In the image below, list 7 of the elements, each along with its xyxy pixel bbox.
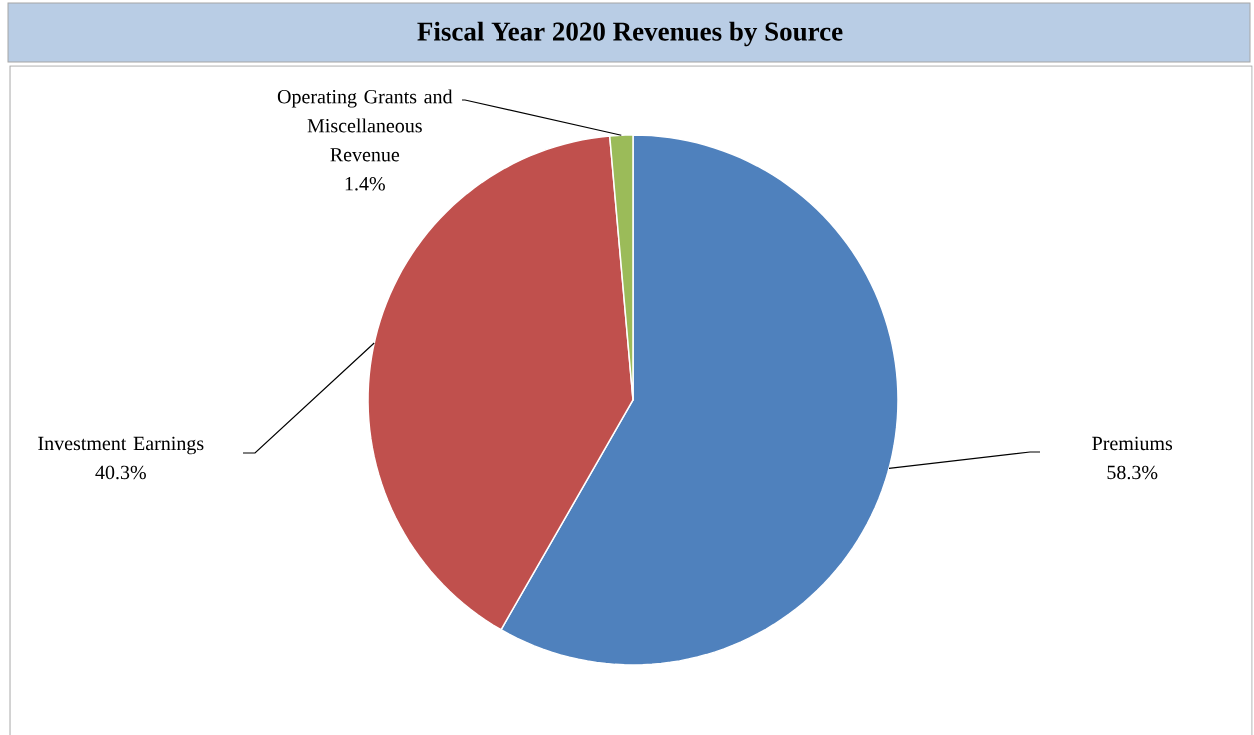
slice-label: Premiums <box>1092 436 1173 451</box>
data-label: 1.4% <box>345 176 385 191</box>
data-label: 58.3% <box>1107 465 1158 480</box>
chart-title: Fiscal Year 2020 Revenues by Source <box>417 21 843 47</box>
slice-label: Operating Grants and Miscellaneous Revenue <box>277 89 453 162</box>
data-label: 40.3% <box>95 465 146 480</box>
slice-label: Investment Earnings <box>38 436 204 455</box>
